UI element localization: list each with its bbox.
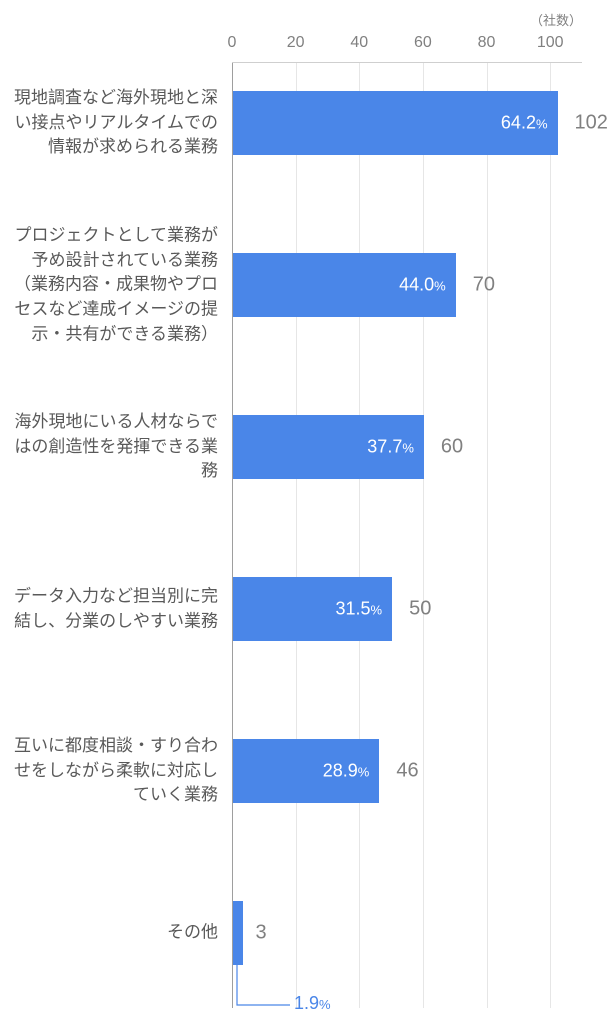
- percent-label: 28.9%: [323, 761, 370, 782]
- category-label: 互いに都度相談・すり合わせをしながら柔軟に対応していく業務: [12, 734, 218, 808]
- bar: 37.7%: [233, 415, 424, 479]
- y-axis-line: [232, 63, 233, 1008]
- axis-tick-label: 100: [537, 34, 564, 52]
- axis-tick-label: 60: [414, 34, 432, 52]
- axis-tick-label: 80: [478, 34, 496, 52]
- category-label: その他: [12, 921, 218, 946]
- gridline: [487, 63, 488, 1008]
- category-label: プロジェクトとして業務が予め設計されている業務（業務内容・成果物やプロセスなど達…: [12, 223, 218, 346]
- count-label: 50: [409, 598, 431, 621]
- gridline: [550, 63, 551, 1008]
- category-label: 現地調査など海外現地と深い接点やリアルタイムでの情報が求められる業務: [12, 86, 218, 160]
- percent-label: 44.0%: [399, 275, 446, 296]
- gridline: [296, 63, 297, 1008]
- bar: 31.5%: [233, 577, 392, 641]
- gridline: [423, 63, 424, 1008]
- bar: [233, 901, 243, 965]
- category-label: 海外現地にいる人材ならではの創造性を発揮できる業務: [12, 410, 218, 484]
- plot-area: 現地調査など海外現地と深い接点やリアルタイムでの情報が求められる業務64.2%1…: [232, 62, 582, 1008]
- count-label: 3: [256, 922, 267, 945]
- percent-label: 1.9%: [294, 993, 331, 1014]
- count-label: 102: [575, 112, 608, 135]
- unit-label: （社数）: [530, 10, 582, 29]
- axis-tick-label: 20: [287, 34, 305, 52]
- bar: 64.2%: [233, 91, 558, 155]
- count-label: 70: [473, 274, 495, 297]
- count-label: 46: [396, 760, 418, 783]
- percent-label: 37.7%: [367, 437, 414, 458]
- axis-tick-label: 0: [228, 34, 237, 52]
- bar-chart: （社数） 0 20 40 60 80 100 現地調査など海外現地と深い接点やリアルタイム…: [0, 0, 610, 1023]
- gridline: [359, 63, 360, 1008]
- percent-label: 64.2%: [501, 113, 548, 134]
- bar: 28.9%: [233, 739, 379, 803]
- count-label: 60: [441, 436, 463, 459]
- category-label: データ入力など担当別に完結し、分業のしやすい業務: [12, 584, 218, 633]
- axis-tick-label: 40: [350, 34, 368, 52]
- percent-label: 31.5%: [335, 599, 382, 620]
- bar: 44.0%: [233, 253, 456, 317]
- x-axis: 020406080100: [232, 34, 582, 64]
